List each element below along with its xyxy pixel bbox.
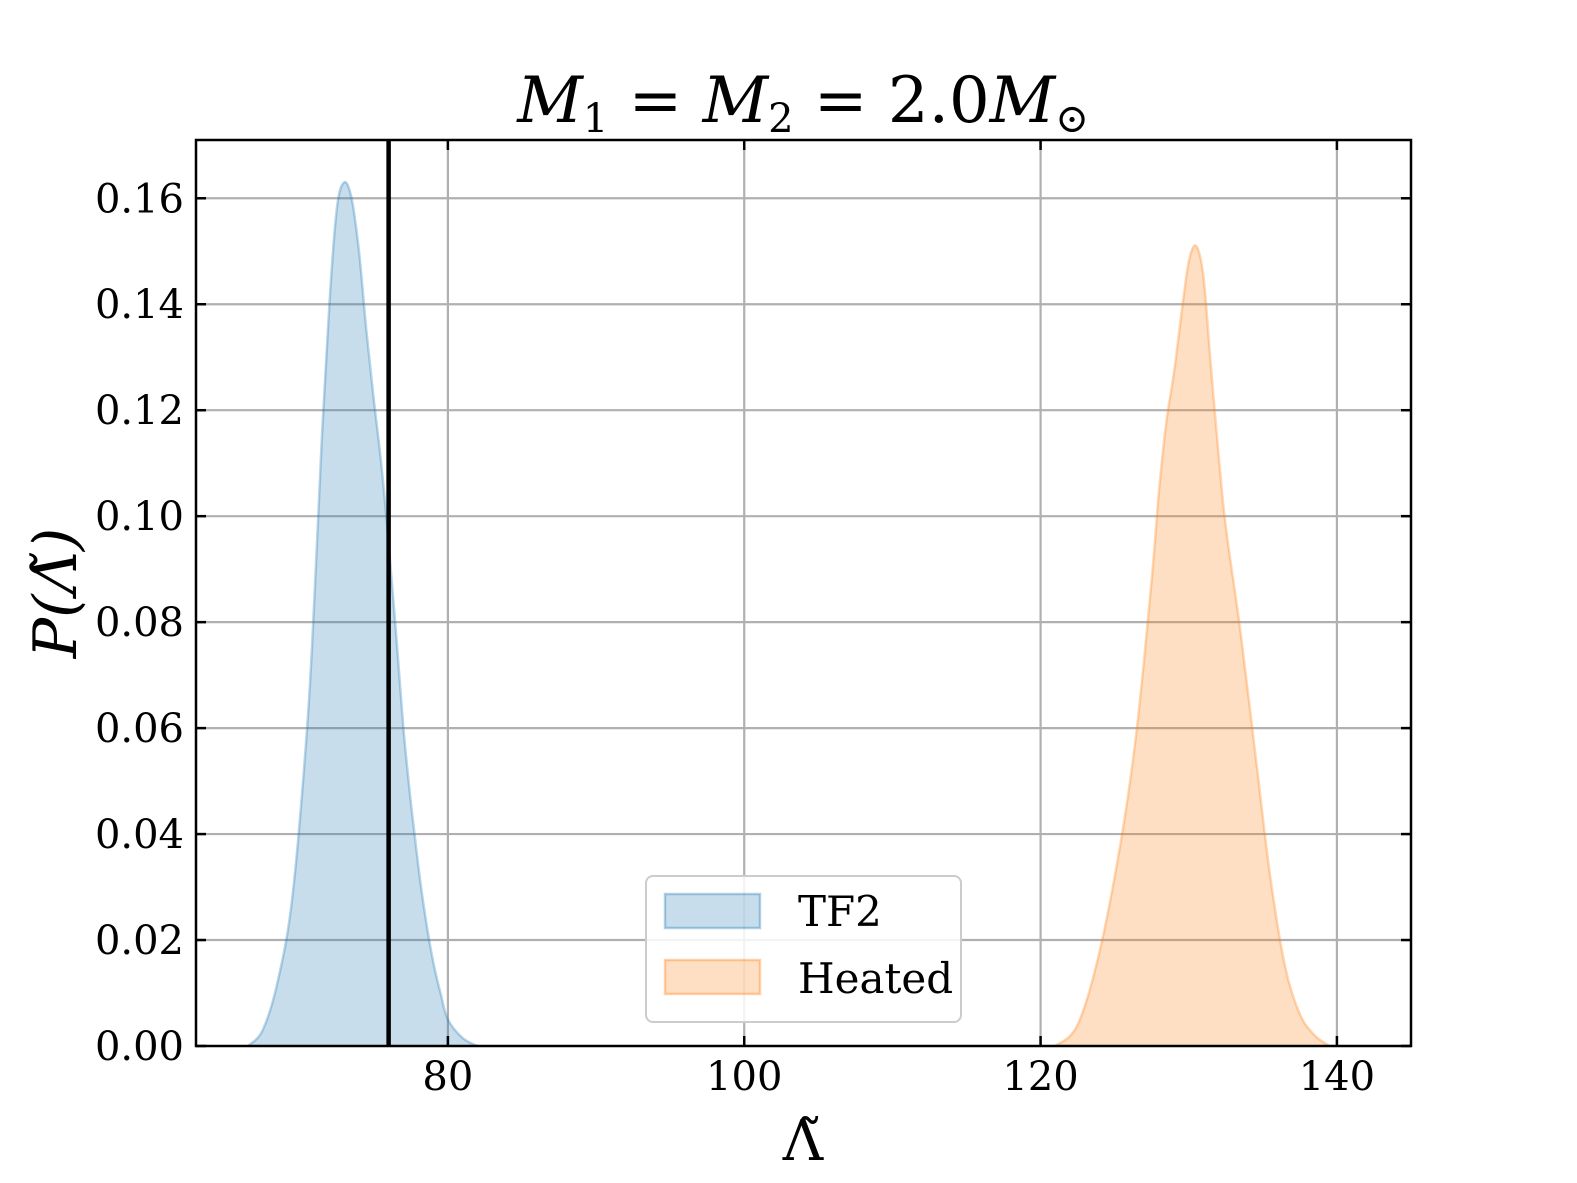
y-tick-label: 0.06 xyxy=(95,706,184,752)
y-tick-label: 0.04 xyxy=(95,812,184,858)
legend-swatch-tf2 xyxy=(663,892,762,930)
x-tick-label: 100 xyxy=(706,1054,782,1100)
legend: TF2 Heated xyxy=(645,875,962,1023)
legend-label-tf2: TF2 xyxy=(798,887,882,936)
title-eq2: = xyxy=(794,64,888,138)
y-tick-label: 0.08 xyxy=(95,600,184,646)
curve-heated xyxy=(1054,244,1331,1048)
y-axis-label: P(Λ̃) xyxy=(21,528,91,660)
title-value: 2.0 xyxy=(888,64,990,138)
y-tick-label: 0.16 xyxy=(95,176,184,222)
y-tick-label: 0.10 xyxy=(95,494,184,540)
title-m1: M xyxy=(516,64,584,138)
x-tick-label: 140 xyxy=(1299,1054,1375,1100)
plot-frame xyxy=(194,138,1413,1048)
area-heated xyxy=(1055,245,1330,1047)
x-tick-label: 120 xyxy=(1002,1054,1078,1100)
title-sub1: 1 xyxy=(583,96,608,142)
series-areas xyxy=(246,180,1331,1048)
legend-box xyxy=(645,875,962,1023)
axis-ticks: 80 100 120 140 0.00 0.02 0.04 0.06 0.08 0.10 0.12 0… xyxy=(95,140,1411,1100)
title-eq1: = xyxy=(608,64,702,138)
title-sub2: 2 xyxy=(768,96,793,142)
curve-tf2 xyxy=(246,180,479,1048)
y-tick-label: 0.02 xyxy=(95,918,184,964)
title-sun-symbol: ⊙ xyxy=(1055,96,1089,142)
legend-swatch-heated xyxy=(663,958,762,996)
legend-label-heated: Heated xyxy=(798,954,953,1003)
x-axis-label: Λ̃ xyxy=(782,1109,824,1174)
x-tick-label: 80 xyxy=(422,1054,473,1100)
y-tick-label: 0.14 xyxy=(95,282,184,328)
y-tick-label: 0.00 xyxy=(95,1024,184,1070)
chart-title: M1 = M2 = 2.0M⊙ xyxy=(516,64,1088,142)
y-tick-label: 0.12 xyxy=(95,388,184,434)
title-m2: M xyxy=(702,64,770,138)
area-tf2 xyxy=(247,182,478,1046)
title-msun: M xyxy=(989,64,1057,138)
grid xyxy=(196,140,1411,1046)
